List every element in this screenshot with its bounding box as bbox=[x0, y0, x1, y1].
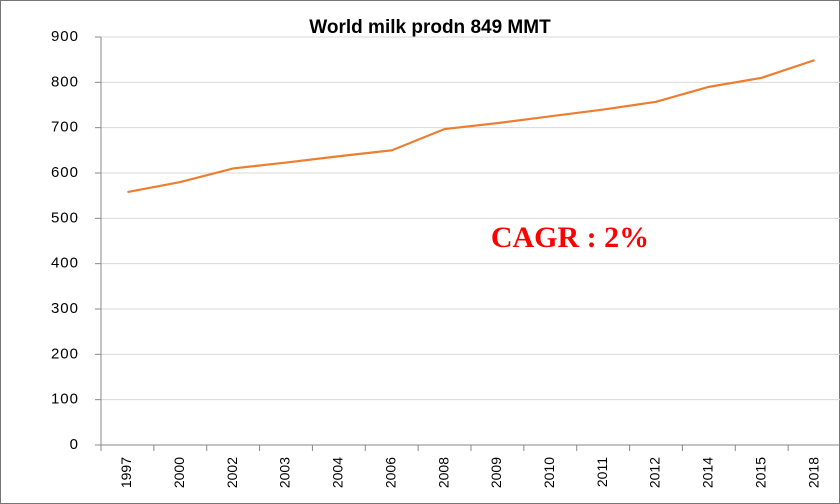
x-tick-label: 2004 bbox=[330, 457, 346, 488]
y-tick-label: 500 bbox=[51, 209, 79, 226]
chart-title: World milk prodn 849 MMT bbox=[309, 17, 551, 38]
x-tick-label: 2018 bbox=[805, 457, 821, 488]
x-tick-label: 2002 bbox=[224, 457, 240, 488]
annotation: CAGR : 2% bbox=[491, 221, 649, 254]
x-tick-label: 2010 bbox=[541, 457, 557, 488]
y-tick-label: 300 bbox=[51, 300, 79, 317]
x-tick-label: 2006 bbox=[382, 457, 398, 488]
y-tick-label: 0 bbox=[70, 436, 79, 453]
y-tick-label: 700 bbox=[51, 119, 79, 136]
x-tick-label: 2003 bbox=[277, 457, 293, 488]
x-tick-label: 2014 bbox=[700, 457, 716, 488]
x-tick-label: 1997 bbox=[118, 457, 134, 488]
x-tick-label: 2000 bbox=[171, 457, 187, 488]
y-tick-label: 900 bbox=[51, 28, 79, 45]
y-tick-label: 400 bbox=[51, 255, 79, 272]
x-tick-label: 2011 bbox=[594, 457, 610, 487]
x-tick-label: 2012 bbox=[647, 457, 663, 488]
y-tick-label: 200 bbox=[51, 345, 79, 362]
y-tick-label: 800 bbox=[51, 73, 79, 90]
x-tick-label: 2015 bbox=[752, 457, 768, 488]
y-tick-label: 600 bbox=[51, 164, 79, 181]
y-tick-label: 100 bbox=[51, 391, 79, 408]
x-tick-label: 2008 bbox=[435, 457, 451, 488]
line bbox=[127, 59, 815, 194]
x-tick-label: 2009 bbox=[488, 457, 504, 488]
